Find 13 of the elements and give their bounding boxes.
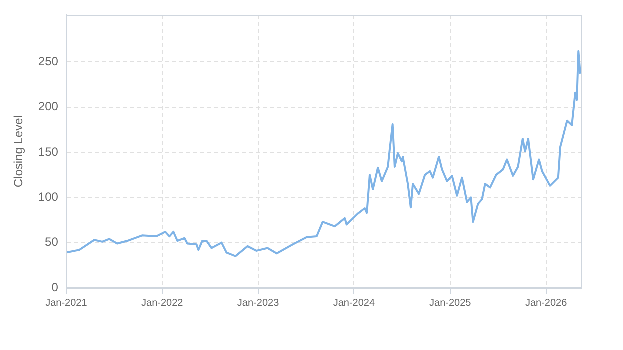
y-tick-label: 250 (38, 54, 59, 68)
y-tick-label: 150 (38, 144, 59, 159)
x-tick-label: Jan-2025 (430, 298, 472, 309)
y-tick-label: 100 (38, 190, 59, 204)
y-tick-label: 50 (45, 235, 59, 250)
x-tick-label: Jan-2023 (237, 298, 280, 309)
y-axis-title: Closing Level (12, 116, 26, 188)
x-tick-label: Jan-2024 (333, 298, 376, 309)
y-tick-label: 200 (38, 100, 59, 114)
x-tick-label: Jan-2021 (46, 298, 88, 309)
x-tick-label: Jan-2026 (525, 298, 568, 309)
x-tick-label: Jan-2022 (141, 298, 184, 309)
y-tick-label: 0 (52, 280, 59, 294)
